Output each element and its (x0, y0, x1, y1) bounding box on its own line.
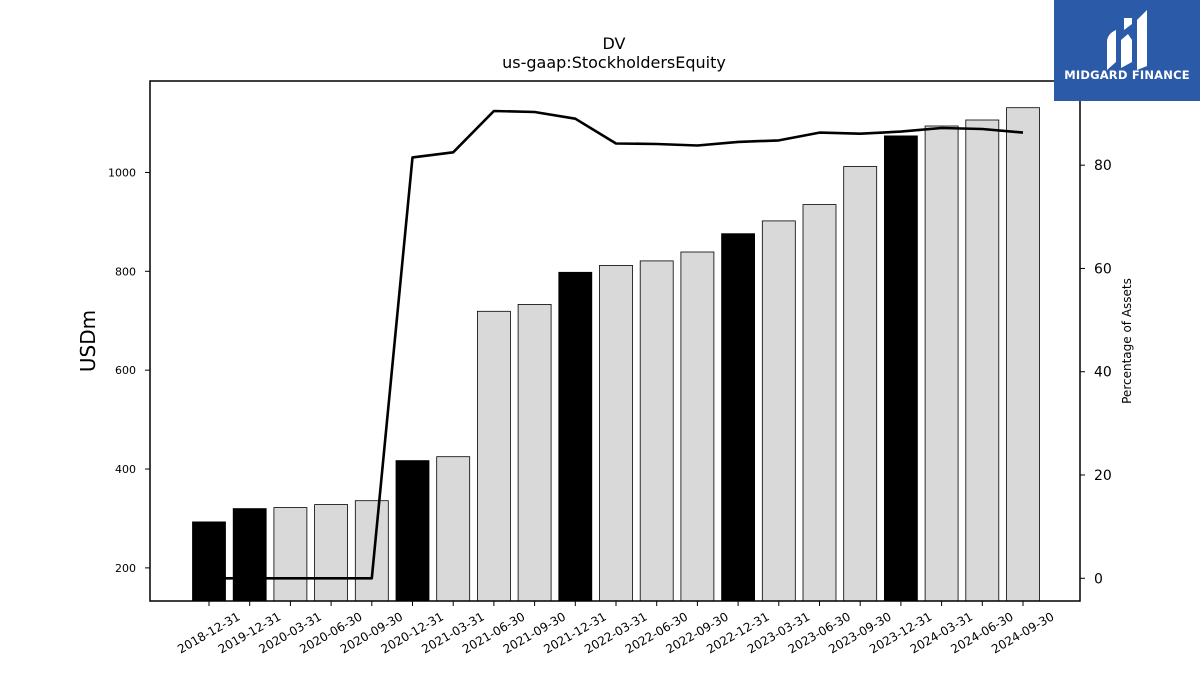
bar (232, 508, 267, 602)
y-axis-label-right: Percentage of Assets (1120, 278, 1134, 404)
line-series (209, 109, 1024, 580)
bar (721, 233, 755, 602)
bar (639, 260, 674, 602)
bar (1006, 107, 1040, 602)
bar (599, 264, 633, 602)
bar (924, 125, 959, 602)
y-axis-label-left: USDm (76, 310, 100, 372)
right-tick-label: 80 (1094, 158, 1112, 174)
left-tick-label: 600 (115, 364, 136, 377)
right-tick-label: 40 (1094, 365, 1112, 381)
bar (680, 251, 715, 602)
bar-series (192, 107, 1040, 602)
bar (476, 310, 511, 602)
bar (273, 507, 308, 602)
left-tick-label: 800 (115, 265, 136, 278)
bar (517, 303, 552, 602)
left-tick-label: 1000 (108, 166, 136, 179)
plot-frame (149, 80, 1081, 602)
bar (314, 504, 349, 602)
right-tick-label: 60 (1094, 261, 1112, 277)
brand-logo: MIDGARD FINANCE (1054, 0, 1200, 101)
bar (802, 204, 837, 602)
bar (192, 521, 226, 602)
bar (965, 119, 1000, 602)
left-tick-label: 400 (115, 463, 136, 476)
bar (558, 271, 593, 602)
bar (843, 166, 878, 602)
bar (354, 500, 389, 602)
percentage-line (209, 109, 1024, 580)
chart-subtitle: us-gaap:StockholdersEquity (502, 53, 726, 72)
bar (884, 135, 918, 602)
chart-title: DV (603, 34, 626, 53)
right-tick-label: 0 (1094, 571, 1103, 587)
logo-text: MIDGARD FINANCE (1064, 68, 1190, 82)
midgard-logo-icon (1107, 10, 1147, 70)
bar (395, 460, 430, 602)
bar (436, 456, 471, 602)
bar (761, 220, 796, 602)
left-tick-label: 200 (115, 562, 136, 575)
right-tick-label: 20 (1094, 468, 1112, 484)
